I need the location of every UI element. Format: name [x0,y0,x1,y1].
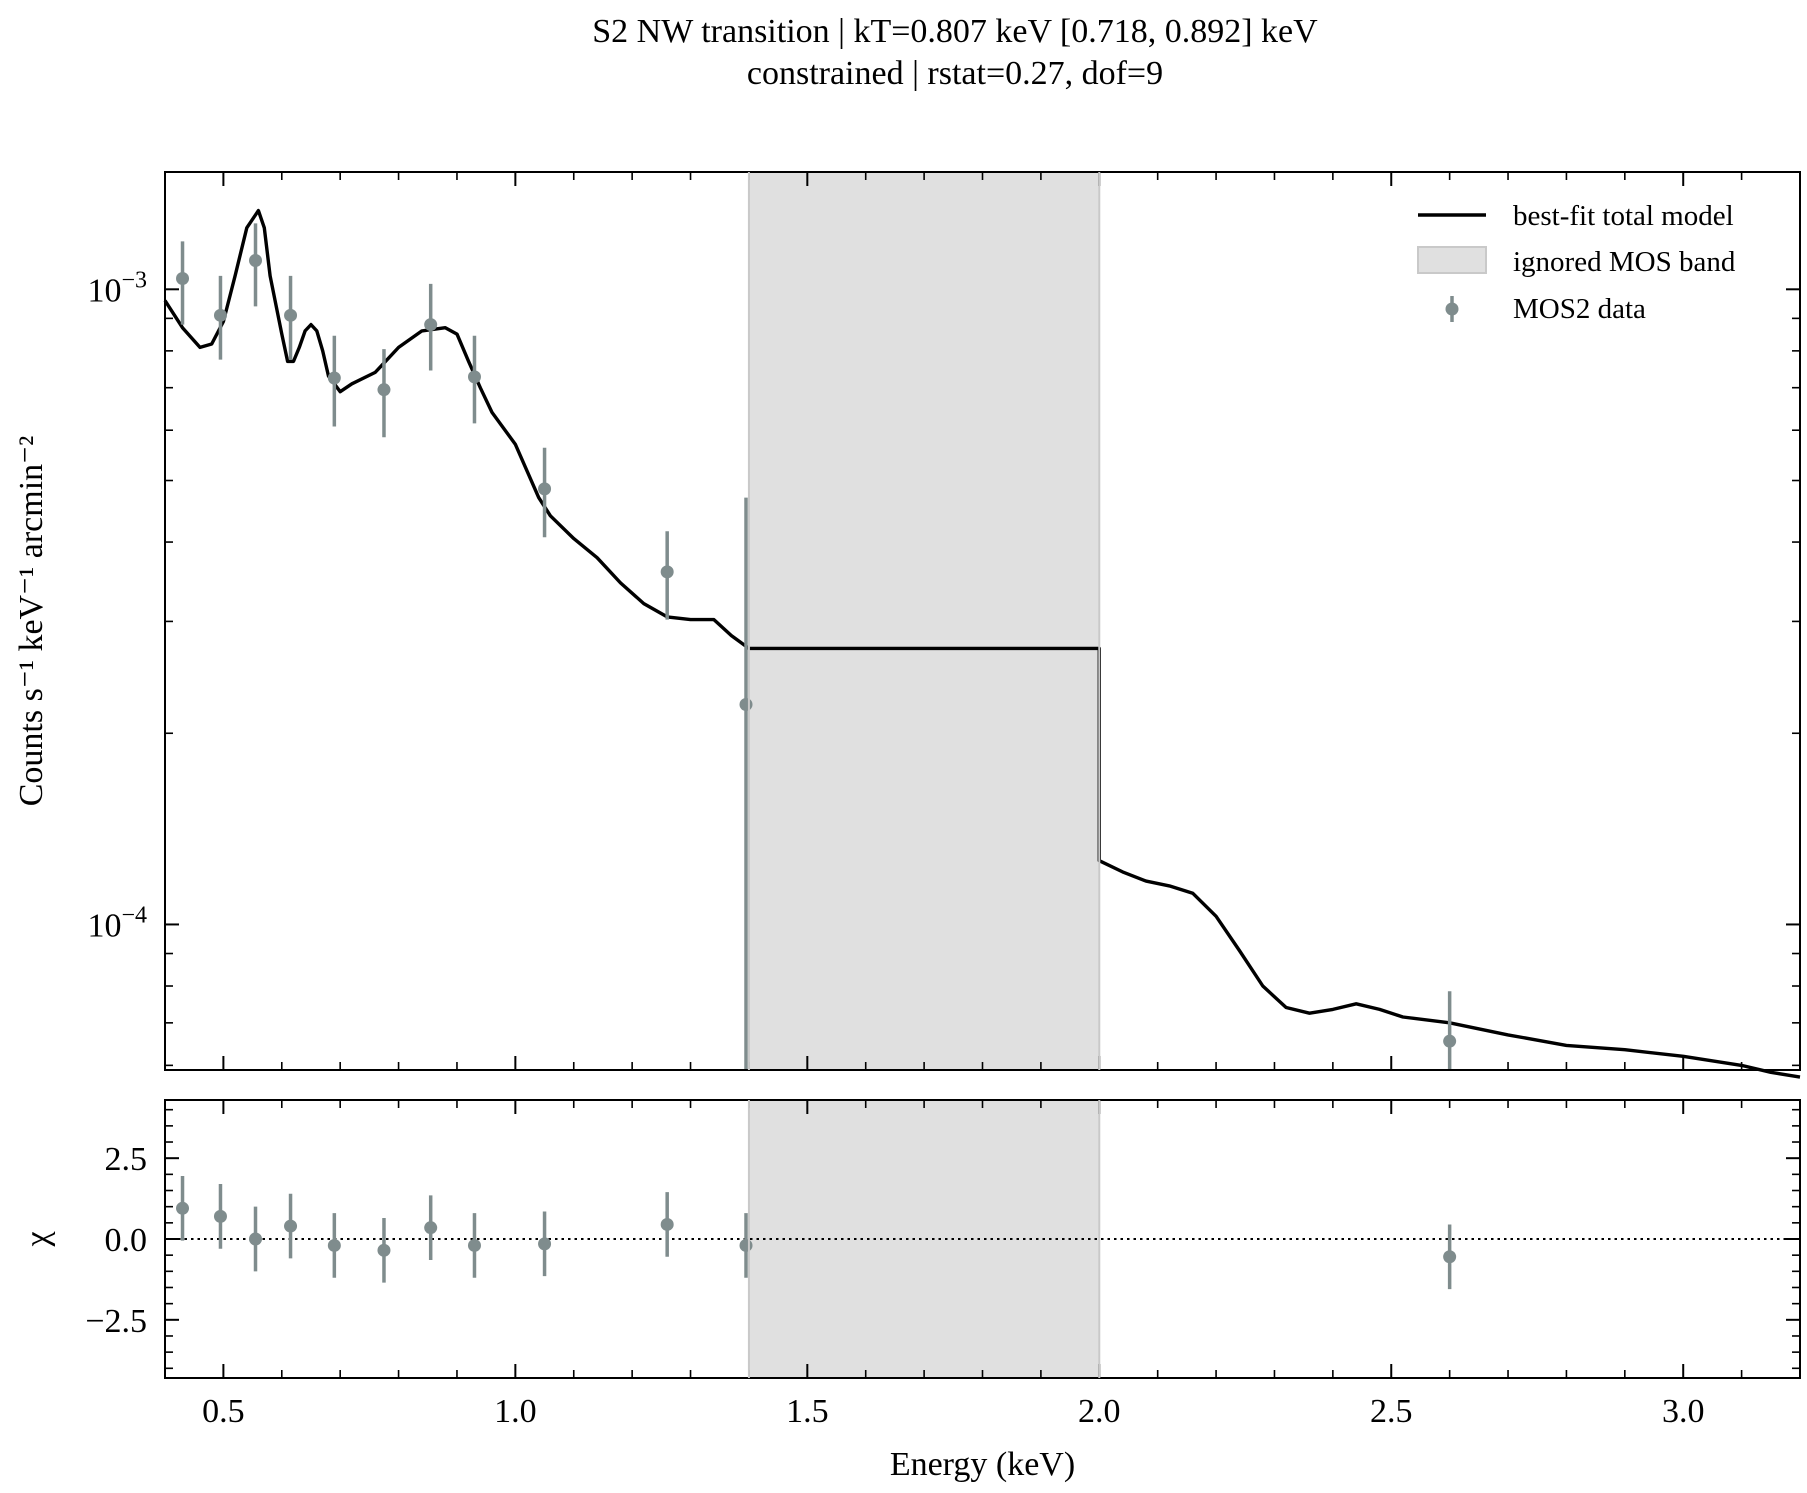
data-point [660,565,674,579]
residual-points [176,1175,1457,1290]
data-point [213,308,227,322]
residual-axes-frame [164,1099,1801,1379]
legend-data-label: MOS2 data [1513,293,1646,325]
data-point [377,383,391,397]
mos2-data-points [176,223,1457,1070]
residual-point [176,1201,190,1215]
data-point [424,318,438,332]
legend-model-label: best-fit total model [1513,200,1734,232]
residual-ytick-label: 0.0 [105,1222,148,1259]
residual-ytick-label: −2.5 [85,1303,147,1340]
residual-ytick-label: 2.5 [105,1141,148,1178]
residual-point [1443,1250,1457,1264]
x-tick-label: 3.0 [1662,1393,1705,1430]
data-point [249,254,263,268]
data-point [1443,1034,1457,1048]
chart-title-line-1: S2 NW transition | kT=0.807 keV [0.718, … [592,13,1318,50]
legend: best-fit total model ignored MOS band MO… [1417,200,1736,325]
data-point [739,697,753,711]
data-point [467,370,481,384]
ignored-band-residual [748,1100,1100,1378]
residual-point [424,1221,438,1235]
residual-panel: −2.5 0.0 2.5 0.5 1.0 1.5 2.0 2.5 3.0 χ Energy (… [19,1099,1801,1483]
spectrum-axes-frame [164,171,1801,1071]
residual-point [249,1232,263,1246]
residual-ylabel: χ [19,1231,56,1247]
residual-point [538,1237,552,1251]
x-tick-label: 2.5 [1370,1393,1413,1430]
x-tick-label: 1.5 [786,1393,829,1430]
x-axis-label: Energy (keV) [890,1446,1075,1483]
best-fit-model-line [163,208,1801,1079]
spectrum-ytick-labels: 10−3 10−4 [87,267,147,944]
residual-point [739,1238,753,1252]
legend-band-swatch [1417,246,1487,274]
legend-data-swatch-marker [1445,302,1459,316]
residual-point [467,1238,481,1252]
residual-point [660,1217,674,1231]
legend-band-label: ignored MOS band [1513,246,1736,278]
chart-title-line-2: constrained | rstat=0.27, dof=9 [747,55,1163,92]
spectrum-ytick-label: 10−4 [87,902,147,944]
residual-point [284,1219,298,1233]
spectrum-panel: 10−3 10−4 Counts s⁻¹ keV⁻¹ arcmin⁻² best-… [13,171,1801,1079]
data-point [176,271,190,285]
residual-point [213,1209,227,1223]
x-tick-label: 2.0 [1078,1393,1121,1430]
residual-point [327,1238,341,1252]
spectrum-ylabel: Counts s⁻¹ keV⁻¹ arcmin⁻² [13,436,50,807]
spectrum-ytick-label: 10−3 [87,267,147,309]
x-tick-label: 1.0 [494,1393,537,1430]
ignored-band-spectrum [748,172,1100,1070]
residual-point [377,1243,391,1257]
data-point [327,371,341,385]
residual-ytick-labels: −2.5 0.0 2.5 [85,1141,147,1340]
x-tick-label: 0.5 [202,1393,245,1430]
x-tick-labels: 0.5 1.0 1.5 2.0 2.5 3.0 [202,1393,1704,1430]
data-point [538,482,552,496]
data-point [284,308,298,322]
